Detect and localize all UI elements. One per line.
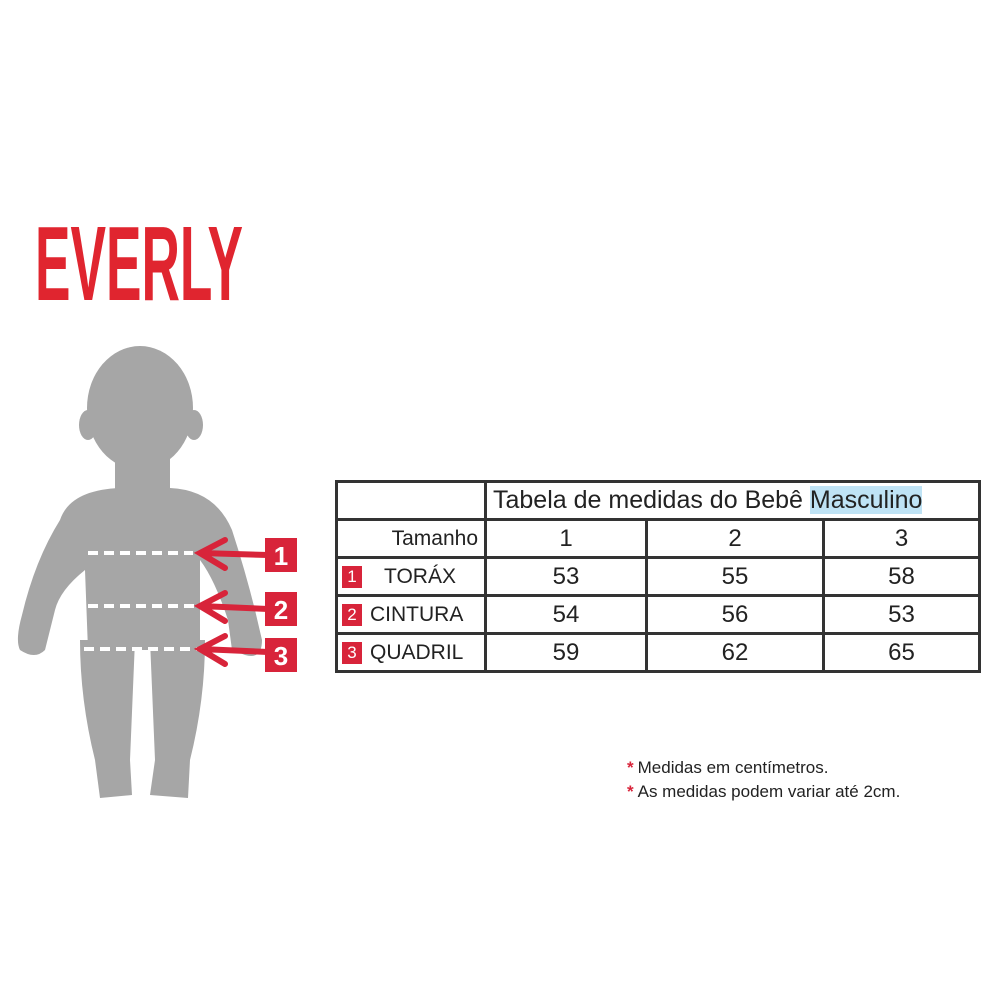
footnotes: * Medidas em centímetros. * As medidas pod… bbox=[627, 756, 900, 804]
value-cell: 54 bbox=[484, 594, 648, 635]
value-cell: 56 bbox=[645, 594, 825, 635]
size-header-row: Tamanho 1 2 3 bbox=[335, 518, 981, 559]
table-row: 3 QUADRIL 59 62 65 bbox=[335, 632, 981, 673]
row-number-badge: 1 bbox=[342, 566, 362, 589]
empty-cell bbox=[335, 480, 487, 521]
footnote-text: Medidas em centímetros. bbox=[637, 758, 829, 777]
row-label-text: CINTURA bbox=[370, 603, 464, 626]
asterisk-icon: * bbox=[627, 782, 634, 801]
value-cell: 62 bbox=[645, 632, 825, 673]
table-row: 2 CINTURA 54 56 53 bbox=[335, 594, 981, 635]
row-label-text: QUADRIL bbox=[370, 641, 464, 664]
value-cell: 53 bbox=[484, 556, 648, 597]
marker-1: 1 bbox=[274, 541, 288, 571]
baby-silhouette-icon: 1 2 3 bbox=[17, 346, 297, 798]
row-number-badge: 2 bbox=[342, 604, 362, 627]
arrow-2-icon bbox=[193, 590, 271, 624]
value-cell: 53 bbox=[822, 594, 981, 635]
footnote: * Medidas em centímetros. bbox=[627, 756, 900, 780]
arrow-3-icon bbox=[193, 633, 271, 667]
title-highlight: Masculino bbox=[809, 486, 923, 514]
logo-text: EVERLY bbox=[35, 212, 243, 307]
brand-logo: EVERLY bbox=[35, 212, 243, 307]
size-label: Tamanho bbox=[335, 518, 487, 559]
asterisk-icon: * bbox=[627, 758, 634, 777]
marker-2: 2 bbox=[274, 595, 288, 625]
size-header: 1 bbox=[484, 518, 648, 559]
table-title-row: Tabela de medidas do Bebê Masculino bbox=[335, 480, 981, 521]
value-cell: 58 bbox=[822, 556, 981, 597]
title-prefix: Tabela de medidas do Bebê bbox=[493, 486, 803, 514]
footnote-text: As medidas podem variar até 2cm. bbox=[637, 782, 901, 801]
table-title: Tabela de medidas do Bebê Masculino bbox=[484, 480, 981, 521]
row-label: 1 TORÁX bbox=[335, 556, 487, 597]
value-cell: 59 bbox=[484, 632, 648, 673]
row-label-text: TORÁX bbox=[384, 565, 456, 588]
value-cell: 65 bbox=[822, 632, 981, 673]
marker-3: 3 bbox=[274, 641, 288, 671]
footnote: * As medidas podem variar até 2cm. bbox=[627, 780, 900, 804]
size-table: Tabela de medidas do Bebê Masculino Tama… bbox=[335, 480, 981, 673]
size-header: 3 bbox=[822, 518, 981, 559]
table-row: 1 TORÁX 53 55 58 bbox=[335, 556, 981, 597]
value-cell: 55 bbox=[645, 556, 825, 597]
arrow-1-icon bbox=[193, 537, 271, 571]
row-label: 2 CINTURA bbox=[335, 594, 487, 635]
row-label: 3 QUADRIL bbox=[335, 632, 487, 673]
size-header: 2 bbox=[645, 518, 825, 559]
row-number-badge: 3 bbox=[342, 642, 362, 665]
